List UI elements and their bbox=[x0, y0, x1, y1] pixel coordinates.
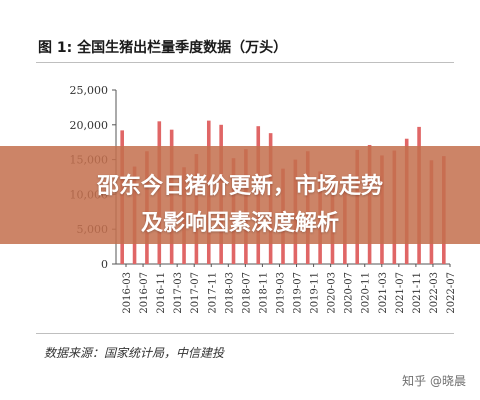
x-tick-label: 2021-11 bbox=[412, 272, 423, 314]
x-tick-label: 2020-03 bbox=[327, 272, 338, 314]
source-note: 数据来源：国家统计局，中信建投 bbox=[44, 346, 225, 360]
x-tick-label: 2021-03 bbox=[378, 272, 389, 314]
x-tick-label: 2016-03 bbox=[122, 272, 133, 314]
x-tick-label: 2018-11 bbox=[258, 272, 269, 314]
x-tick-label: 2017-03 bbox=[173, 272, 184, 314]
figure-title: 图 1: 全国生猪出栏量季度数据（万头） bbox=[38, 40, 288, 56]
x-tick-label: 2021-07 bbox=[395, 272, 406, 314]
x-tick-label: 2016-11 bbox=[156, 272, 167, 314]
headline-line-1: 邵东今日猪价更新，市场走势 bbox=[96, 174, 383, 199]
y-tick-label: 0 bbox=[101, 258, 108, 271]
headline-line-2: 及影响因素深度解析 bbox=[140, 211, 339, 236]
x-tick-label: 2016-07 bbox=[139, 272, 150, 314]
y-tick-label: 20,000 bbox=[70, 119, 109, 132]
x-tick-label: 2017-07 bbox=[190, 272, 201, 314]
x-tick-label: 2018-07 bbox=[241, 272, 252, 314]
x-tick-label: 2018-03 bbox=[224, 272, 235, 314]
x-tick-label: 2017-11 bbox=[207, 272, 218, 314]
figure-top-rule bbox=[36, 62, 454, 63]
x-axis: 2016-03 2016-07 2016-11 2017-03 2017-07 2017-… bbox=[116, 263, 457, 314]
y-tick-label: 25,000 bbox=[70, 84, 109, 97]
x-tick-label: 2019-03 bbox=[275, 272, 286, 314]
watermark: 知乎 @晓晨 bbox=[402, 374, 466, 388]
x-tick-label: 2020-07 bbox=[344, 272, 355, 314]
figure-bottom-rule bbox=[36, 333, 454, 334]
x-tick-label: 2019-11 bbox=[310, 272, 321, 314]
headline-banner bbox=[0, 146, 480, 244]
x-tick-label: 2022-03 bbox=[429, 272, 440, 314]
x-tick-label: 2020-11 bbox=[361, 272, 372, 314]
x-tick-label: 2019-07 bbox=[293, 272, 304, 314]
x-tick-label: 2022-07 bbox=[446, 272, 457, 314]
